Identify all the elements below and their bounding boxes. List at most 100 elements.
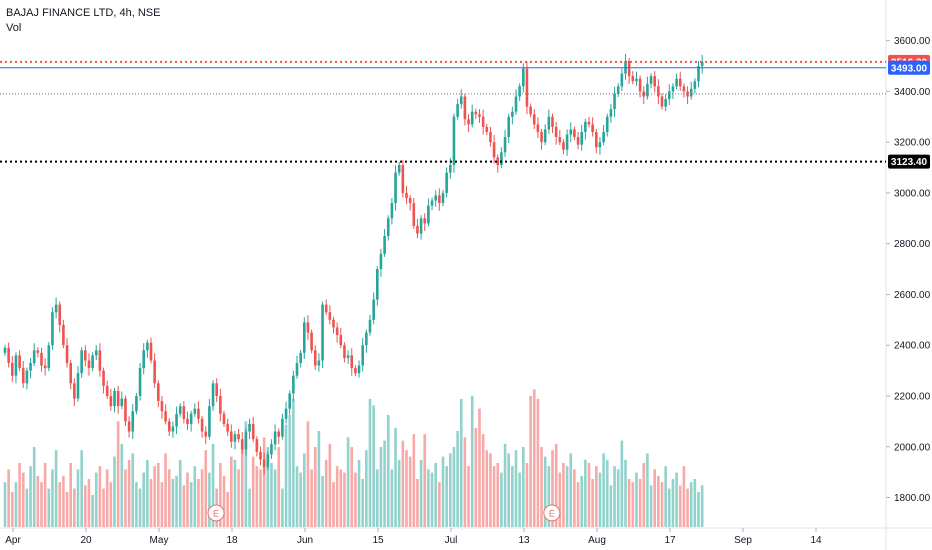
volume-bar — [343, 472, 346, 527]
candle-body — [58, 304, 62, 325]
candle-body — [405, 192, 408, 198]
candle-body — [153, 360, 156, 384]
volume-bar — [138, 488, 142, 527]
volume-bar — [160, 482, 164, 527]
volume-bar — [569, 453, 573, 527]
price-axis-label: 2800.00 — [894, 239, 931, 250]
candle-body — [357, 365, 361, 374]
candle-body — [146, 342, 149, 351]
candle-body — [21, 368, 25, 384]
volume-bar — [335, 466, 339, 527]
candle-body — [419, 218, 423, 234]
earnings-marker-label: E — [213, 509, 219, 519]
candle-body — [80, 350, 83, 374]
volume-bar — [266, 447, 270, 527]
candle-body — [262, 459, 266, 468]
volume-bar — [310, 469, 313, 527]
time-axis[interactable]: Apr 20 May 18 Jun 15 Jul 13 Aug 17 Sep 14 — [5, 528, 822, 546]
volume-bar — [273, 469, 277, 527]
earnings-marker[interactable] — [543, 504, 561, 522]
volume-bar — [175, 475, 178, 527]
candle-body — [233, 434, 237, 442]
volume-bar — [14, 482, 18, 527]
volume-bar — [682, 466, 686, 527]
volume-bar — [627, 479, 631, 527]
volume-bar — [562, 463, 565, 527]
volume-bar — [222, 475, 226, 527]
volume-bar — [427, 469, 430, 527]
candle-body — [412, 203, 416, 226]
volume-bar — [408, 456, 412, 527]
candle-body — [270, 444, 273, 455]
volume-bar — [613, 466, 616, 527]
volume-bar — [40, 482, 43, 527]
earnings-marker[interactable] — [207, 504, 225, 522]
candle-body — [638, 78, 642, 92]
volume-bar — [251, 456, 255, 527]
candle-body — [671, 86, 675, 92]
candle-body — [51, 312, 54, 346]
candle-body — [255, 439, 259, 452]
candle-body — [332, 319, 335, 328]
volume-bar — [116, 421, 120, 527]
price-axis[interactable]: 3600.00 3400.00 3200.00 3000.00 2800.00 2600.… — [886, 36, 931, 504]
price-axis-label: 2400.00 — [894, 341, 931, 352]
candle-body — [565, 134, 569, 150]
volume-bar — [332, 482, 335, 527]
volume-bar — [518, 472, 521, 527]
candle-body — [167, 421, 171, 432]
volume-bar — [383, 440, 386, 527]
volume-bar — [485, 450, 489, 527]
volume-bar — [489, 453, 492, 527]
volume-bar — [189, 482, 193, 527]
volume-bar — [478, 408, 481, 527]
candle-body — [697, 66, 700, 82]
price-axis-label: 3600.00 — [894, 36, 931, 47]
volume-bar — [94, 472, 98, 527]
candle-body — [456, 104, 459, 117]
volume-bar — [91, 495, 94, 527]
candle-body — [361, 345, 364, 366]
volume-bar — [73, 488, 76, 527]
volume-bar — [522, 447, 525, 527]
candle-body — [230, 431, 233, 442]
candle-body — [157, 383, 160, 402]
volume-bar — [76, 469, 80, 527]
volume-bar — [386, 415, 390, 527]
candle-body — [602, 132, 605, 143]
volume-bar — [3, 482, 7, 527]
candle-body — [69, 363, 72, 384]
volume-bar — [649, 485, 653, 527]
candle-body — [178, 406, 182, 414]
volume-bar — [149, 479, 153, 527]
volume-bar — [80, 450, 83, 527]
candle-body — [569, 129, 573, 135]
candle-body — [105, 385, 109, 396]
time-axis-label: 15 — [372, 535, 384, 546]
candle-body — [306, 322, 310, 333]
volume-bar — [124, 469, 127, 527]
volume-bar — [671, 479, 675, 527]
candle-body — [346, 355, 350, 358]
symbol-title: BAJAJ FINANCE LTD, 4h, NSE — [6, 7, 161, 19]
volume-bar — [197, 479, 200, 527]
volume-bar — [642, 463, 646, 527]
candle-body — [613, 93, 616, 110]
price-badge-label: 3123.40 — [891, 157, 928, 168]
candle-body — [62, 324, 65, 346]
candle-body — [616, 86, 620, 94]
candle-body — [532, 114, 536, 125]
candle-body — [215, 383, 218, 396]
candle-body — [7, 347, 10, 363]
volume-bar — [397, 459, 401, 527]
candle-body — [211, 383, 215, 407]
volume-bars — [3, 389, 704, 527]
candle-body — [489, 132, 492, 143]
volume-indicator-label[interactable]: Vol — [6, 22, 22, 34]
candle-body — [492, 142, 496, 158]
time-axis-label: 13 — [518, 535, 530, 546]
volume-bar — [204, 450, 208, 527]
